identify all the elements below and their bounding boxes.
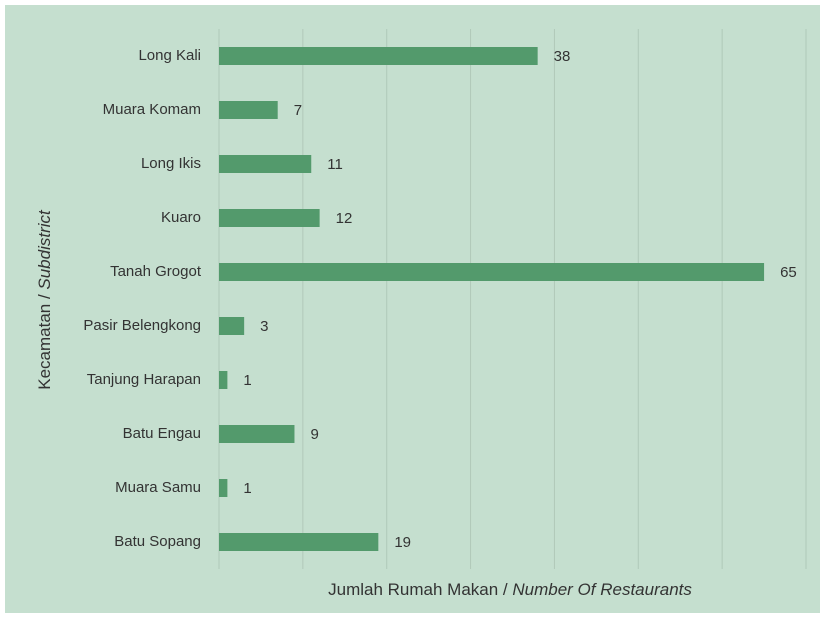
y-tick-label: Long Kali	[138, 47, 201, 64]
y-axis-label: Kecamatan / Subdistrict	[35, 209, 54, 390]
bar	[219, 371, 228, 389]
bar	[219, 425, 295, 443]
y-tick-label: Batu Sopang	[114, 533, 201, 550]
data-label: 3	[260, 318, 268, 335]
y-tick-label: Pasir Belengkong	[83, 317, 201, 334]
bar	[219, 533, 379, 551]
y-tick-label: Tanah Grogot	[110, 263, 202, 280]
data-label: 1	[243, 480, 251, 497]
data-label: 12	[336, 210, 353, 227]
data-label: 1	[243, 372, 251, 389]
data-label: 38	[554, 48, 571, 65]
y-tick-label: Batu Engau	[123, 425, 201, 442]
y-tick-label: Muara Komam	[103, 101, 201, 118]
data-label: 11	[327, 156, 343, 173]
y-tick-label: Tanjung Harapan	[87, 371, 201, 388]
data-label: 19	[394, 534, 411, 551]
data-label: 9	[310, 426, 318, 443]
bar	[219, 209, 320, 227]
bar	[219, 317, 245, 335]
chart-background	[5, 5, 820, 613]
y-tick-label: Muara Samu	[115, 479, 201, 496]
bar	[219, 263, 765, 281]
y-tick-label: Kuaro	[161, 209, 201, 226]
x-axis-label: Jumlah Rumah Makan / Number Of Restauran…	[328, 580, 692, 599]
bar	[219, 101, 278, 119]
bar	[219, 155, 312, 173]
x-axis-label-id: Jumlah Rumah Makan /	[328, 580, 512, 599]
y-axis-label-id: Kecamatan /	[35, 290, 54, 390]
y-axis-label-en: Subdistrict	[35, 209, 54, 290]
bar	[219, 479, 228, 497]
data-label: 65	[780, 264, 797, 281]
x-axis-label-en: Number Of Restaurants	[512, 580, 692, 599]
bar	[219, 47, 538, 65]
y-tick-label: Long Ikis	[141, 155, 201, 172]
data-label: 7	[294, 102, 302, 119]
